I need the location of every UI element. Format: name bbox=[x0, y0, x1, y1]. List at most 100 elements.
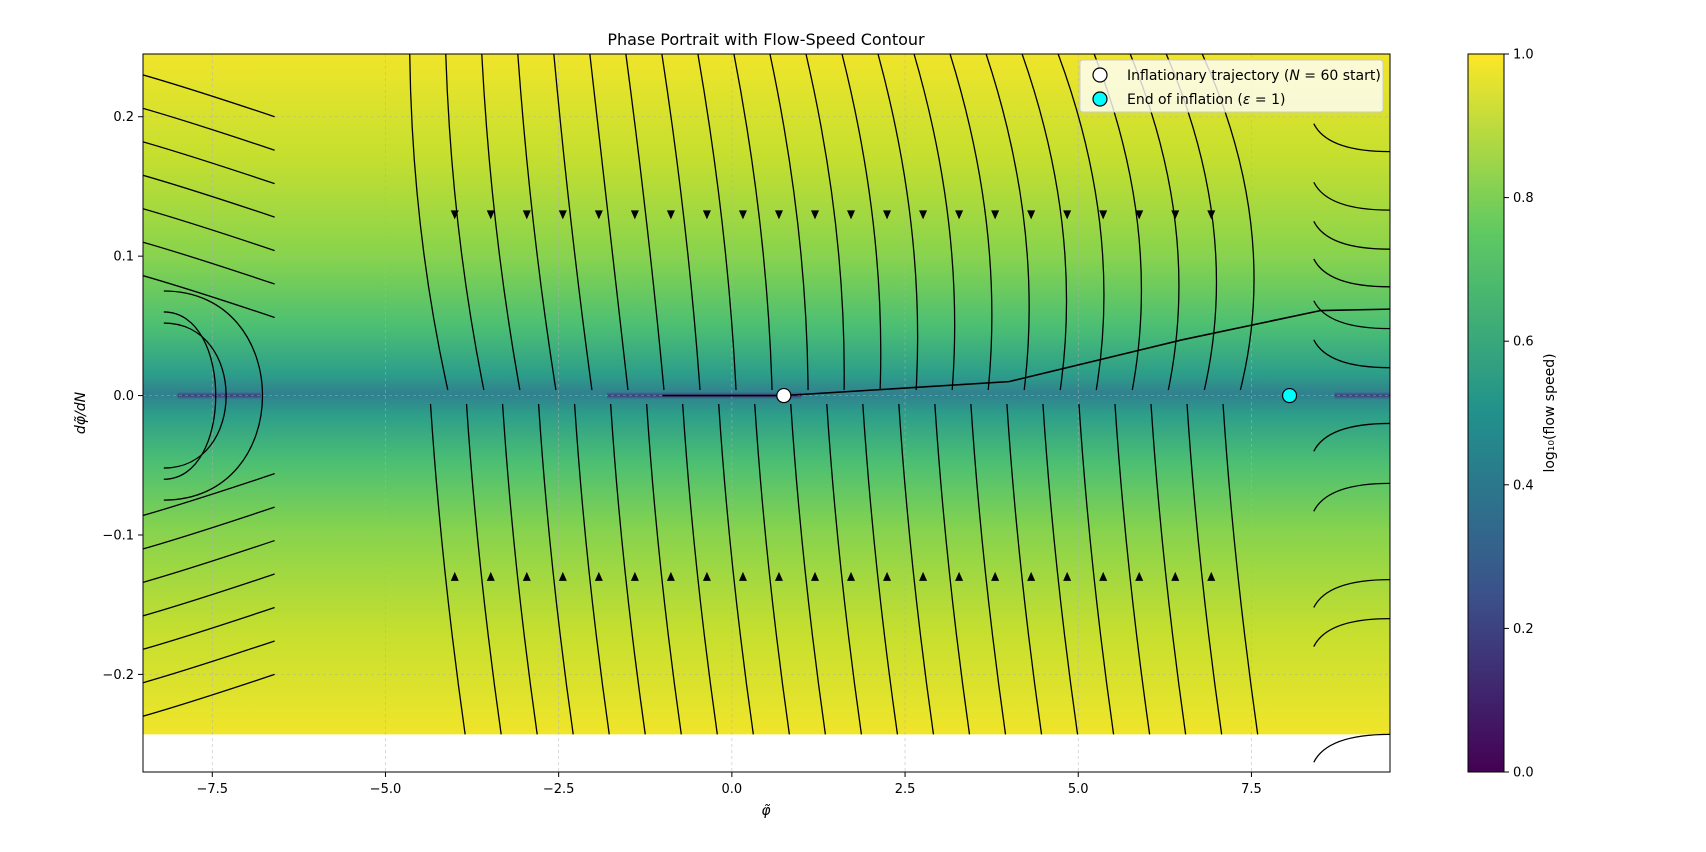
streamline-arrow bbox=[522, 210, 531, 220]
streamline bbox=[790, 403, 827, 735]
streamline bbox=[898, 403, 935, 735]
streamline-arrow bbox=[594, 571, 603, 581]
x-axis-label: φ̃ bbox=[761, 803, 771, 819]
streamline-arrow bbox=[955, 571, 964, 581]
streamline bbox=[1313, 221, 1390, 250]
streamline bbox=[143, 208, 275, 252]
streamline bbox=[985, 54, 1030, 391]
streamline-arrow bbox=[594, 210, 603, 220]
streamline-arrow bbox=[1027, 571, 1036, 581]
streamline bbox=[1186, 403, 1223, 735]
streamline bbox=[733, 54, 773, 391]
streamline bbox=[501, 403, 538, 735]
x-tick-label: 5.0 bbox=[1068, 782, 1089, 797]
legend-marker-trajectory bbox=[1092, 67, 1108, 83]
y-tick-label: −0.2 bbox=[102, 668, 134, 683]
streamline bbox=[465, 403, 502, 735]
streamline bbox=[537, 403, 574, 735]
streamline bbox=[826, 403, 863, 735]
streamline bbox=[1313, 422, 1390, 452]
streamline-arrow bbox=[847, 571, 856, 581]
streamline-arrow bbox=[738, 210, 747, 220]
streamline bbox=[661, 54, 701, 391]
streamline bbox=[143, 673, 275, 717]
streamline-arrow bbox=[558, 210, 567, 220]
x-tick-label: 7.5 bbox=[1241, 782, 1262, 797]
streamline bbox=[445, 54, 485, 391]
colorbar: 0.0 0.2 0.4 0.6 0.8 1.0 log₁₀(flow speed) bbox=[1467, 48, 1558, 781]
colorbar-tick-label: 1.0 bbox=[1513, 48, 1534, 63]
streamline bbox=[143, 640, 275, 684]
x-tick-label: −5.0 bbox=[370, 782, 402, 797]
inflationary-trajectory-line bbox=[662, 308, 1390, 397]
streamline bbox=[143, 606, 275, 650]
streamline-arrow bbox=[1207, 571, 1216, 581]
streamline bbox=[1057, 54, 1105, 391]
streamline bbox=[697, 54, 737, 391]
x-tick-label: 0.0 bbox=[722, 782, 743, 797]
streamline-arrow bbox=[991, 571, 1000, 581]
streamline-arrow bbox=[1063, 571, 1072, 581]
x-tick-label: −2.5 bbox=[543, 782, 575, 797]
x-tick-label: −7.5 bbox=[196, 782, 228, 797]
streamline bbox=[934, 403, 971, 735]
streamline-arrow bbox=[630, 210, 639, 220]
streamline-arrow bbox=[486, 571, 495, 581]
grid-lines bbox=[143, 54, 1390, 772]
y-tick-label: −0.1 bbox=[102, 528, 134, 543]
streamline bbox=[517, 54, 557, 391]
streamline-arrow bbox=[919, 210, 928, 220]
streamline-arrow bbox=[810, 210, 819, 220]
streamline-arrow bbox=[1099, 571, 1108, 581]
streamline bbox=[573, 403, 610, 735]
streamline-arrow bbox=[991, 210, 1000, 220]
streamline-arrow bbox=[702, 571, 711, 581]
marker-end-of-inflation bbox=[1281, 387, 1298, 404]
streamline bbox=[409, 54, 449, 391]
streamline bbox=[143, 174, 275, 218]
streamline bbox=[970, 403, 1007, 735]
streamline-arrow bbox=[666, 571, 675, 581]
streamline-arrow bbox=[847, 210, 856, 220]
y-tick-label: 0.0 bbox=[113, 389, 134, 404]
streamline bbox=[682, 403, 718, 735]
streamline bbox=[143, 241, 275, 285]
streamline bbox=[1042, 403, 1079, 735]
streamline-arrow bbox=[883, 571, 892, 581]
streamline-arrow bbox=[883, 210, 892, 220]
streamline bbox=[805, 54, 845, 391]
colorbar-tick-label: 0.4 bbox=[1513, 478, 1534, 493]
streamline bbox=[862, 403, 899, 735]
streamline bbox=[143, 473, 275, 517]
streamline-arrow bbox=[702, 210, 711, 220]
streamline bbox=[143, 74, 275, 118]
colorbar-tick-label: 0.8 bbox=[1513, 191, 1534, 206]
streamline bbox=[429, 403, 466, 735]
streamline-arrow bbox=[919, 571, 928, 581]
legend: Inflationary trajectory (N = 60 start) E… bbox=[1079, 59, 1384, 113]
streamline bbox=[1114, 403, 1151, 735]
chart-title: Phase Portrait with Flow-Speed Contour bbox=[607, 30, 925, 49]
streamline bbox=[481, 54, 521, 391]
streamline bbox=[754, 403, 791, 735]
streamline-arrow bbox=[522, 571, 531, 581]
plot-frame bbox=[142, 53, 1391, 773]
markers bbox=[776, 387, 1298, 404]
streamline bbox=[1313, 482, 1390, 512]
marker-trajectory-start bbox=[776, 387, 792, 404]
streamline bbox=[1313, 300, 1390, 330]
streamline bbox=[1313, 339, 1390, 369]
legend-label-end-of-inflation: End of inflation (ε = 1) bbox=[1127, 92, 1285, 108]
streamline-arrow bbox=[1099, 210, 1108, 220]
x-axis-ticks: −7.5 −5.0 −2.5 0.0 2.5 5.0 7.5 bbox=[196, 772, 1262, 797]
streamline-loop bbox=[163, 290, 264, 501]
legend-box bbox=[1079, 59, 1384, 113]
colorbar-label: log₁₀(flow speed) bbox=[1542, 353, 1558, 472]
y-tick-label: 0.2 bbox=[113, 110, 134, 125]
streamline bbox=[143, 539, 275, 584]
colorbar-tick-label: 0.2 bbox=[1513, 622, 1534, 637]
streamline bbox=[1222, 403, 1259, 735]
streamline-arrow bbox=[450, 571, 459, 581]
legend-marker-end-of-inflation bbox=[1092, 91, 1108, 107]
streamline bbox=[143, 275, 275, 319]
